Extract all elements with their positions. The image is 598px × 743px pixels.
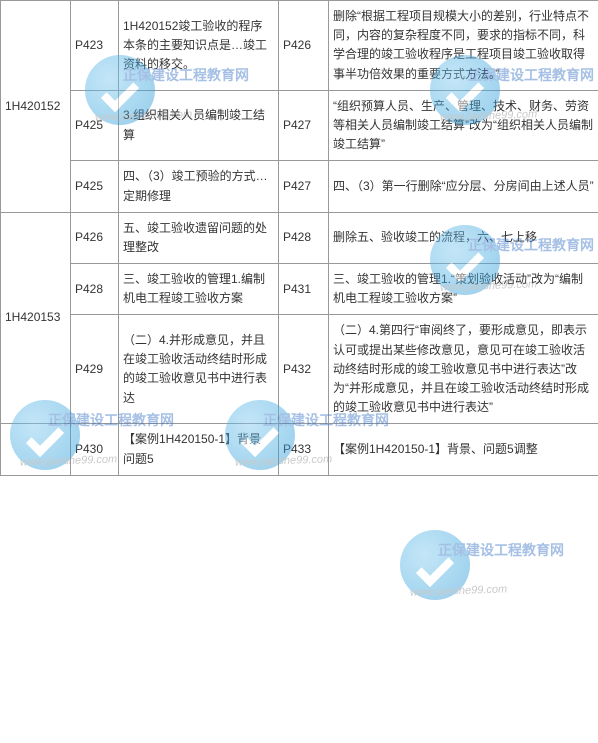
desc2-cell: “组织预算人员、生产、管理、技术、财务、劳资等相关人员编制竣工结算”改为“组织相… [329,90,598,161]
watermark-logo: 正保建设工程教育网www.jianshe99.com [400,530,500,630]
page2-cell: P433 [279,424,329,475]
table-body: 1H420152 P423 1H420152竣工验收的程序 本条的主要知识点是…… [1,1,598,476]
page1-cell: P430 [71,424,119,475]
table-row: P430 【案例1H420150-1】背景 问题5 P433 【案例1H4201… [1,424,598,475]
table-row: P429 （二）4.并形成意见，并且在竣工验收活动终结时形成的竣工验收意见书中进… [1,315,598,424]
page1-cell: P425 [71,90,119,161]
desc2-cell: 删除“根据工程项目规模大小的差别，行业特点不同，内容的复杂程度不同，要求的指标不… [329,1,598,91]
page2-cell: P432 [279,315,329,424]
group-id-cell: 1H420153 [1,212,71,424]
desc1-cell: 五、竣工验收遗留问题的处理整改 [119,212,279,263]
desc1-cell: 四、（3）竣工预验的方式…定期修理 [119,161,279,212]
page1-cell: P428 [71,264,119,315]
desc2-cell: 删除五、验收竣工的流程，六、七上移 [329,212,598,263]
table-row: 1H420152 P423 1H420152竣工验收的程序 本条的主要知识点是…… [1,1,598,91]
desc2-cell: 四、（3）第一行删除“应分层、分房间由上述人员” [329,161,598,212]
desc1-cell: 【案例1H420150-1】背景 问题5 [119,424,279,475]
page1-cell: P423 [71,1,119,91]
desc1-cell: 三、竣工验收的管理1.编制机电工程竣工验收方案 [119,264,279,315]
page1-cell: P425 [71,161,119,212]
page2-cell: P427 [279,161,329,212]
watermark-brand-text: 正保建设工程教育网 [438,540,564,560]
desc2-cell: （二）4.第四行“审阅终了，要形成意见，即表示认可或提出某些修改意见，意见可在竣… [329,315,598,424]
watermark-url-text: www.jianshe99.com [410,583,508,598]
table-row: P425 四、（3）竣工预验的方式…定期修理 P427 四、（3）第一行删除“应… [1,161,598,212]
desc2-cell: 【案例1H420150-1】背景、问题5调整 [329,424,598,475]
page2-cell: P426 [279,1,329,91]
comparison-table: 1H420152 P423 1H420152竣工验收的程序 本条的主要知识点是…… [0,0,598,476]
desc1-cell: 3.组织相关人员编制竣工结算 [119,90,279,161]
desc2-cell: 三、竣工验收的管理1.“策划验收活动”改为“编制机电工程竣工验收方案” [329,264,598,315]
page2-cell: P428 [279,212,329,263]
page2-cell: P427 [279,90,329,161]
desc1-cell: 1H420152竣工验收的程序 本条的主要知识点是…竣工资料的移交。 [119,1,279,91]
watermark-circle-icon [400,530,470,600]
table-row: 1H420153 P426 五、竣工验收遗留问题的处理整改 P428 删除五、验… [1,212,598,263]
page1-cell: P426 [71,212,119,263]
group-id-cell [1,424,71,475]
group-id-cell: 1H420152 [1,1,71,213]
desc1-cell: （二）4.并形成意见，并且在竣工验收活动终结时形成的竣工验收意见书中进行表达 [119,315,279,424]
page1-cell: P429 [71,315,119,424]
table-row: P428 三、竣工验收的管理1.编制机电工程竣工验收方案 P431 三、竣工验收… [1,264,598,315]
page2-cell: P431 [279,264,329,315]
table-row: P425 3.组织相关人员编制竣工结算 P427 “组织预算人员、生产、管理、技… [1,90,598,161]
